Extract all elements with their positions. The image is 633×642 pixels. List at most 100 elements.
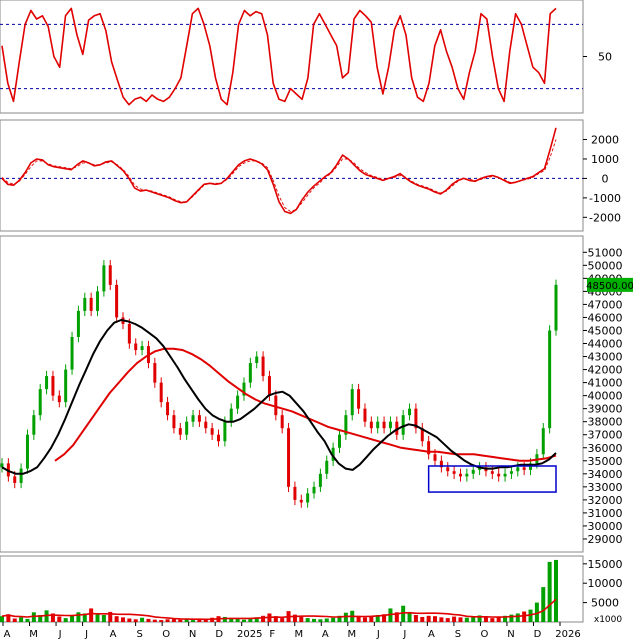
candle-body-66 [420, 428, 424, 442]
candle-body-85 [541, 428, 545, 455]
price-ytick-2: 31000 [588, 507, 623, 520]
candle-body-29 [185, 421, 189, 435]
candle-body-78 [497, 473, 501, 477]
volume-ytick-1: 10000 [588, 577, 623, 590]
x-label-11: M [294, 629, 303, 640]
candle-body-5 [32, 415, 36, 435]
candle-body-41 [261, 356, 265, 377]
volume-bar-5 [31, 612, 36, 622]
volume-bar-17 [108, 611, 113, 622]
price-panel: 2900030000310003200033000340003500036000… [0, 235, 633, 553]
volume-bar-23 [146, 618, 151, 622]
volume-bar-11 [70, 615, 75, 622]
candle-body-7 [45, 376, 49, 390]
candle-body-58 [369, 421, 373, 429]
candle-body-33 [210, 428, 214, 435]
price-ytick-1: 30000 [588, 520, 623, 533]
volume-bar-27 [171, 618, 176, 622]
volume-bar-6 [38, 615, 43, 622]
macd-ytick-2: 0 [602, 172, 609, 185]
volume-bar-70 [445, 618, 450, 622]
volume-bar-61 [388, 608, 393, 622]
volume-bar-81 [515, 613, 520, 622]
volume-bar-85 [541, 587, 546, 622]
volume-frame [0, 555, 584, 623]
candle-body-70 [446, 467, 450, 472]
candle-body-77 [490, 471, 494, 474]
x-label-21: 2026 [555, 629, 580, 640]
x-label-5: S [136, 629, 142, 640]
candle-body-42 [267, 376, 271, 396]
candle-body-20 [127, 323, 131, 344]
volume-bar-63 [401, 605, 406, 622]
candle-body-67 [427, 441, 431, 455]
price-ytick-12: 41000 [588, 377, 623, 390]
price-ytick-13: 42000 [588, 364, 623, 377]
x-axis: A M J J A S O N D 2025 F M A M J J A S O N D 2026 [2, 622, 581, 640]
volume-bar-71 [452, 616, 457, 622]
volume-bar-28 [178, 619, 183, 622]
stochastic-line [1, 7, 557, 106]
candle-body-79 [503, 473, 507, 477]
volume-bar-12 [76, 612, 81, 622]
x-label-15: J [402, 629, 406, 640]
x-label-10: F [269, 629, 275, 640]
volume-bar-10 [63, 618, 68, 622]
candle-body-10 [64, 369, 68, 403]
volume-ytick-0: 15000 [588, 558, 623, 571]
candle-body-31 [197, 415, 201, 422]
candle-body-37 [236, 395, 240, 409]
volume-bar-83 [528, 609, 533, 622]
x-label-2: J [58, 629, 62, 640]
volume-bar-48 [305, 618, 310, 622]
candle-body-2 [13, 476, 17, 483]
price-ytick-8: 37000 [588, 429, 623, 442]
consolidation-box [427, 465, 557, 493]
candle-body-36 [229, 408, 233, 422]
candle-body-28 [178, 428, 182, 435]
price-frame [0, 235, 584, 553]
volume-bar-35 [222, 616, 227, 622]
volume-bar-29 [184, 618, 189, 622]
x-label-1: M [29, 629, 38, 640]
candle-body-35 [223, 421, 227, 442]
volume-bar-24 [152, 619, 157, 622]
macd-ytick-1: 1000 [591, 153, 619, 166]
candle-body-44 [280, 415, 284, 429]
candle-body-13 [83, 297, 87, 311]
volume-bar-21 [133, 619, 138, 622]
volume-bar-36 [229, 618, 234, 622]
volume-bar-87 [554, 559, 558, 622]
price-ytick-5: 34000 [588, 468, 623, 481]
candle-body-71 [452, 471, 456, 474]
volume-bar-13 [82, 613, 87, 622]
candle-body-22 [140, 346, 144, 351]
candle-body-43 [274, 395, 278, 416]
macd-frame [0, 119, 584, 232]
candle-body-17 [108, 265, 112, 285]
candle-body-21 [134, 343, 138, 351]
volume-bar-46 [292, 614, 297, 622]
volume-bar-67 [426, 615, 431, 622]
volume-bar-64 [407, 611, 412, 622]
x-label-12: A [322, 629, 329, 640]
x-label-7: N [189, 629, 196, 640]
candle-body-69 [439, 460, 443, 468]
candle-body-61 [388, 421, 392, 429]
ma-short-line [1, 319, 557, 475]
price-ytick-15: 44000 [588, 338, 623, 351]
candle-body-82 [522, 467, 526, 470]
volume-bar-40 [254, 617, 259, 622]
volume-bar-84 [534, 602, 539, 622]
volume-bar-43 [273, 616, 278, 622]
candle-body-27 [172, 415, 176, 429]
x-label-6: O [162, 629, 170, 640]
x-label-3: J [84, 629, 88, 640]
macd-panel: 2000 1000 0 -1000 -2000 [0, 119, 621, 232]
candle-body-14 [89, 297, 93, 311]
price-ytick-18: 47000 [588, 298, 623, 311]
candle-body-87 [554, 284, 558, 331]
volume-bar-73 [464, 617, 469, 622]
volume-bar-57 [362, 617, 367, 622]
volume-bar-32 [203, 618, 208, 622]
